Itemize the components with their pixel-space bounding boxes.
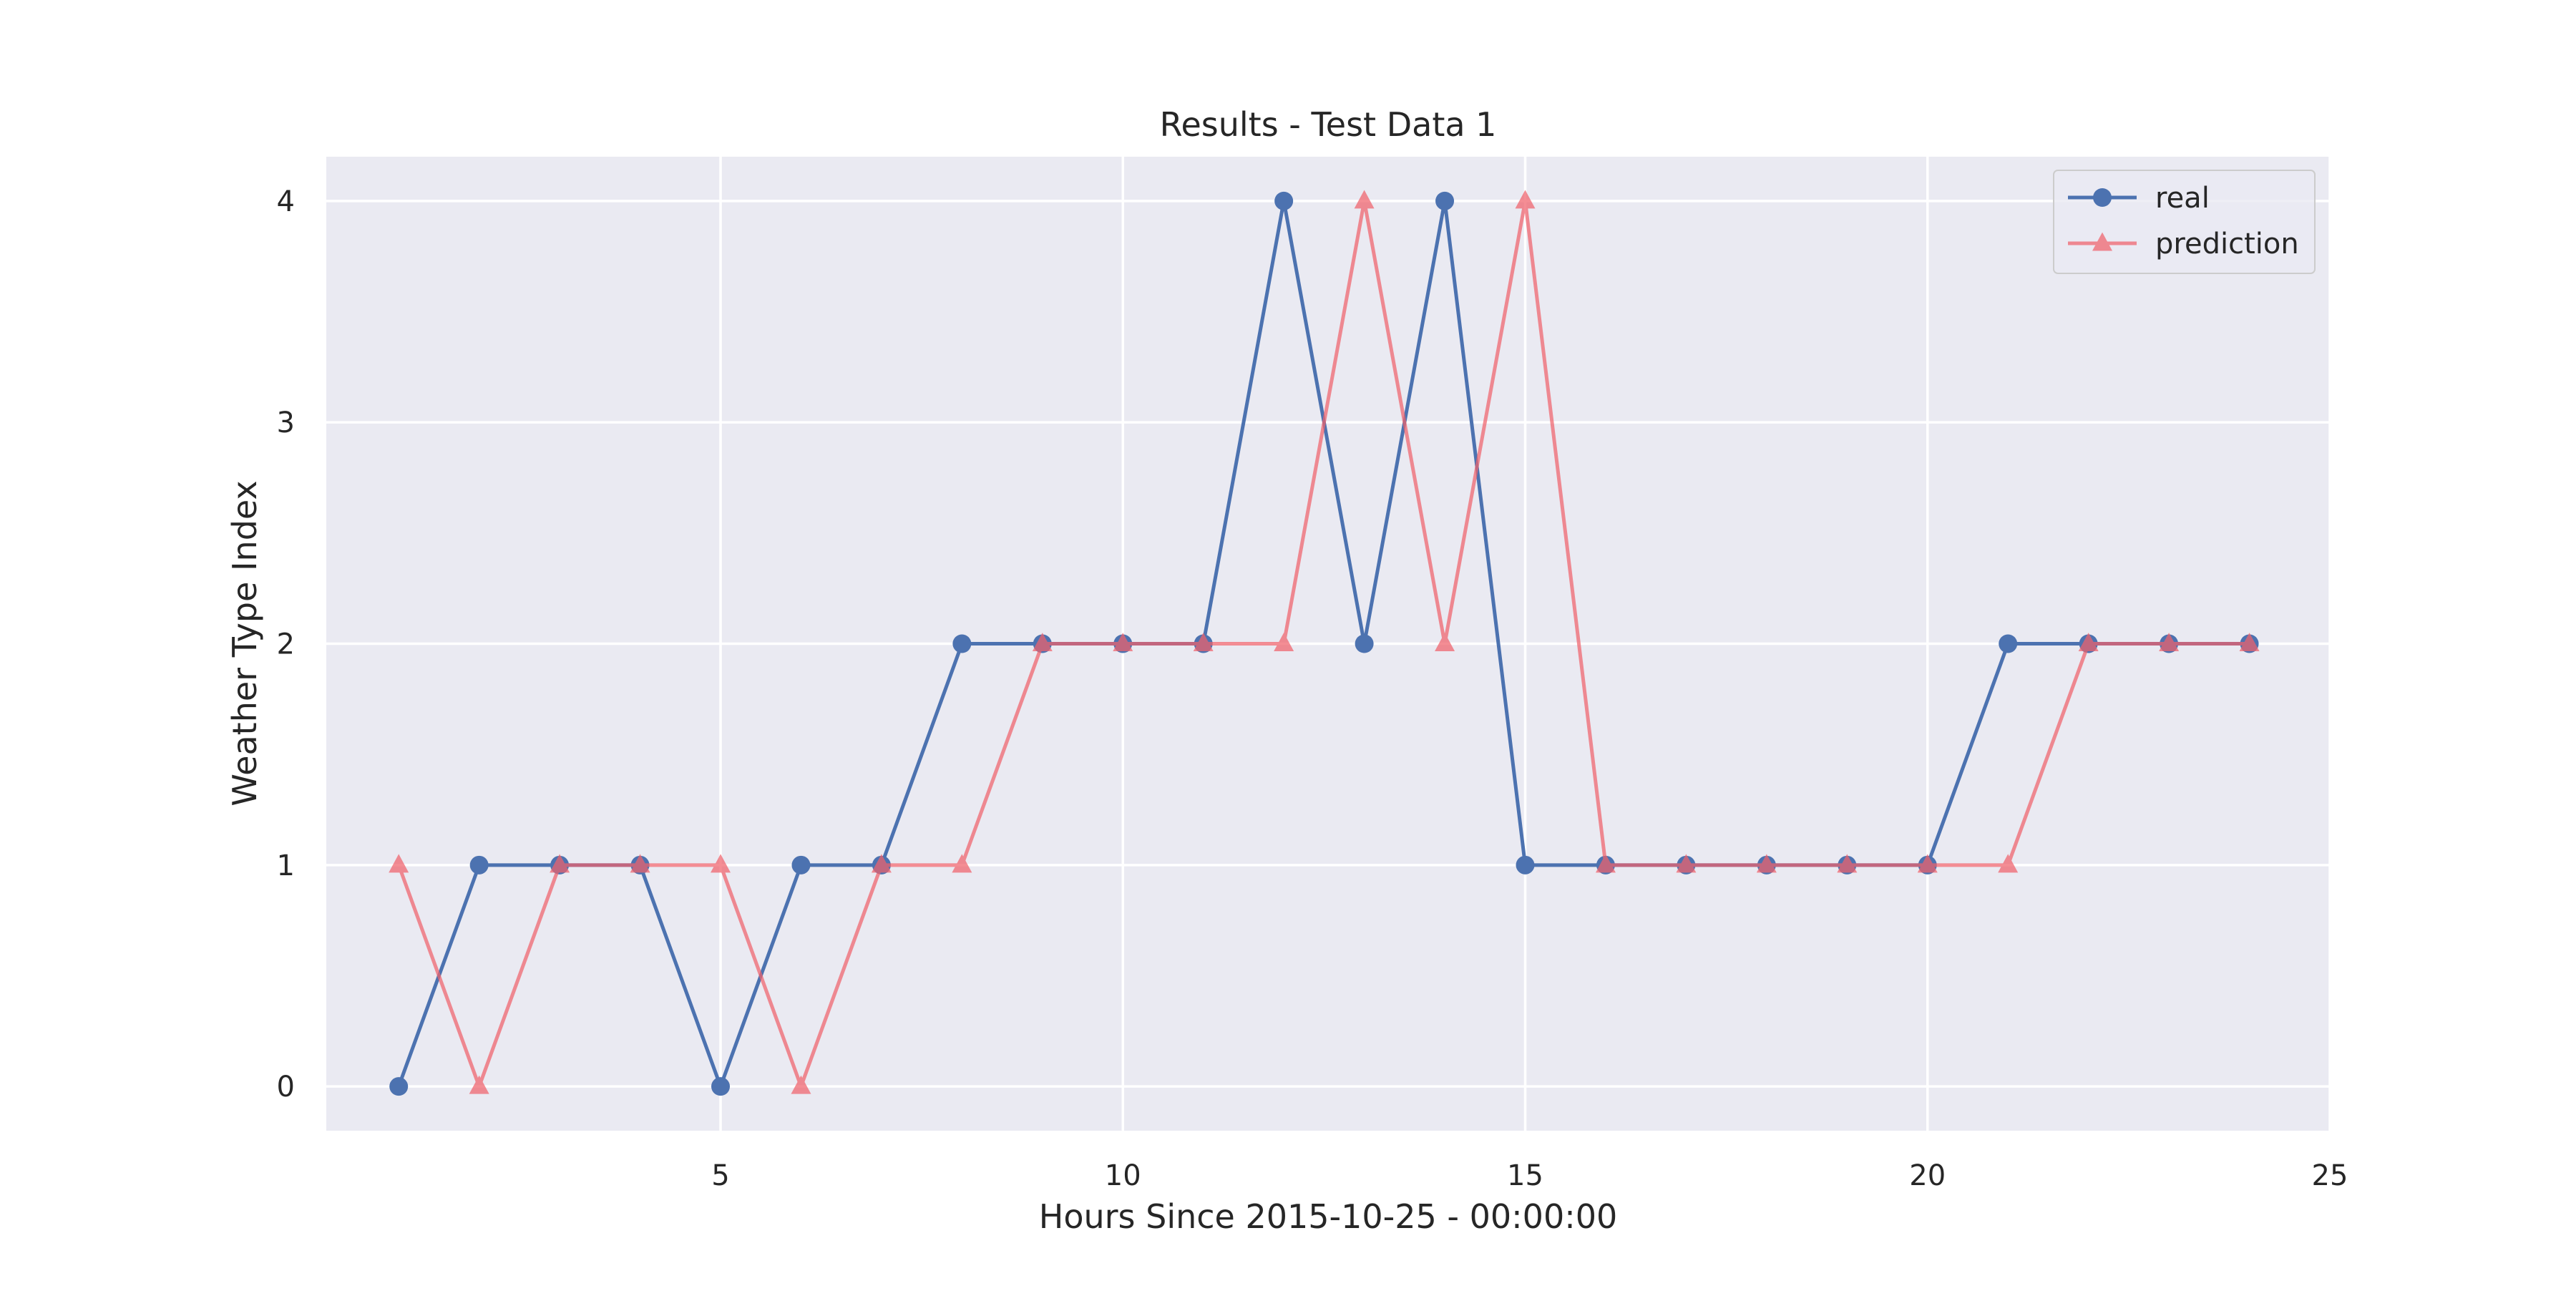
x-tick-label: 15 <box>1507 1159 1543 1192</box>
data-point-prediction <box>2239 633 2260 651</box>
legend-label: real <box>2155 182 2210 215</box>
x-tick-label: 5 <box>711 1159 729 1192</box>
data-point-prediction <box>1515 190 1536 209</box>
data-point-prediction <box>1435 633 1455 651</box>
data-point-real <box>952 634 972 653</box>
data-point-prediction <box>2159 633 2180 651</box>
data-point-prediction <box>1354 190 1375 209</box>
x-axis-label: Hours Since 2015-10-25 - 00:00:00 <box>1039 1197 1618 1236</box>
data-point-real <box>1355 634 1374 653</box>
data-point-prediction <box>469 1075 489 1094</box>
data-point-prediction <box>711 854 731 873</box>
chart-title: Results - Test Data 1 <box>1160 105 1497 144</box>
data-point-prediction <box>1917 854 1938 873</box>
data-point-prediction <box>1998 854 2019 873</box>
y-tick-label: 4 <box>277 185 295 218</box>
y-tick-label: 0 <box>277 1071 295 1104</box>
data-point-prediction <box>1274 633 1294 651</box>
x-tick-labels: 5 10 15 20 25 <box>711 1159 2348 1192</box>
legend-item-real <box>2068 188 2137 207</box>
data-point-prediction <box>550 854 570 873</box>
legend-marker <box>2092 232 2112 251</box>
data-point-prediction <box>1113 633 1133 651</box>
data-point-real <box>389 1077 409 1096</box>
x-tick-label: 10 <box>1105 1159 1141 1192</box>
series-line-prediction <box>396 199 2250 1088</box>
data-point-real <box>1274 191 1294 210</box>
y-tick-label: 2 <box>277 628 295 661</box>
data-point-prediction <box>1676 854 1697 873</box>
data-point-real <box>1435 191 1455 210</box>
data-point-prediction <box>1837 854 1858 873</box>
data-point-prediction <box>1756 854 1777 873</box>
y-axis-label: Weather Type Index <box>225 480 264 806</box>
data-point-prediction <box>1193 633 1214 651</box>
data-point-real <box>469 855 489 875</box>
data-point-prediction <box>1032 633 1053 651</box>
y-tick-labels: 0 1 2 3 4 <box>277 185 295 1104</box>
x-tick-label: 25 <box>2312 1159 2348 1192</box>
legend: real prediction <box>2053 170 2316 274</box>
data-point-prediction <box>1595 854 1616 873</box>
data-point-real <box>791 855 811 875</box>
y-tick-label: 3 <box>277 406 295 439</box>
data-point-prediction <box>630 854 650 873</box>
x-tick-label: 20 <box>1909 1159 1946 1192</box>
series-layer <box>389 190 2260 1096</box>
data-point-prediction <box>952 854 972 873</box>
data-point-prediction <box>871 854 892 873</box>
data-point-real <box>1516 855 1535 875</box>
series-prediction <box>389 190 2260 1094</box>
legend-item-prediction <box>2068 232 2137 251</box>
data-point-prediction <box>2078 633 2099 651</box>
data-point-real <box>711 1077 731 1096</box>
legend-marker <box>2093 188 2112 207</box>
data-point-real <box>1999 634 2018 653</box>
y-tick-label: 1 <box>277 849 295 882</box>
data-point-prediction <box>389 854 409 873</box>
data-point-prediction <box>791 1075 811 1094</box>
legend-label: prediction <box>2155 228 2299 260</box>
